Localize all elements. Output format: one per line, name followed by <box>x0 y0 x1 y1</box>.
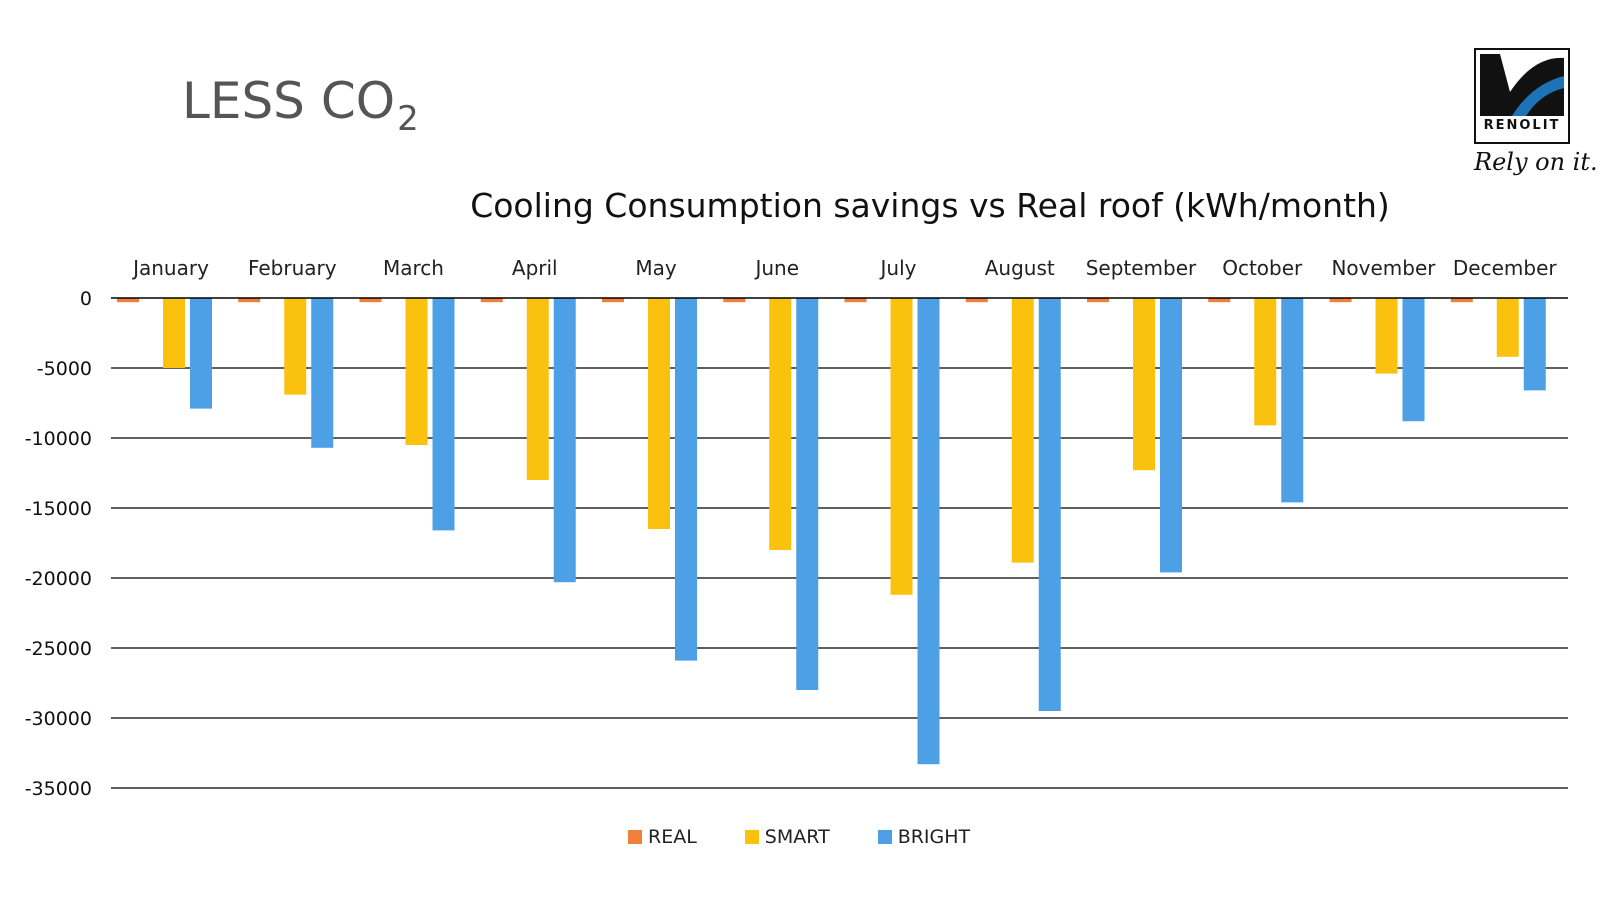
x-category-label: February <box>248 256 337 280</box>
y-tick-labels: 0 -5000 -10000 -15000 -20000 -25000 -30000 -350… <box>25 288 92 800</box>
x-category-labels: January February March April May June July Augu… <box>131 256 1557 280</box>
bar-bright <box>311 298 334 448</box>
bar-smart <box>405 298 428 445</box>
y-tick-label: -10000 <box>25 428 92 450</box>
bar-bright <box>1160 298 1182 573</box>
y-tick-label: -20000 <box>25 568 92 590</box>
bar-smart <box>526 298 549 480</box>
bar-smart <box>163 298 185 368</box>
bar-bright <box>1281 298 1304 503</box>
y-tick-label: -35000 <box>25 778 92 800</box>
bar-smart <box>1133 298 1155 471</box>
x-category-label: July <box>879 256 917 280</box>
slide-title-text: LESS CO <box>182 72 396 130</box>
bar-real <box>359 298 382 303</box>
legend-label-bright: BRIGHT <box>897 826 971 848</box>
logo-wordmark: RENOLIT <box>1483 118 1561 133</box>
bar-real <box>1329 298 1352 303</box>
slide-title-subscript: 2 <box>397 99 419 139</box>
bar-real <box>238 298 261 303</box>
bar-smart <box>1496 298 1519 357</box>
bar-bright <box>1523 298 1546 391</box>
legend-swatch-real <box>628 830 642 844</box>
legend-swatch-smart <box>744 830 759 844</box>
legend-item-real: REAL <box>628 826 697 848</box>
y-tick-label: -25000 <box>25 638 92 660</box>
y-tick-label: -5000 <box>37 358 92 380</box>
bar-bright <box>432 298 455 531</box>
x-category-label: November <box>1331 256 1436 280</box>
x-category-label: September <box>1086 256 1197 280</box>
bar-smart <box>1254 298 1277 426</box>
bar-real <box>965 298 988 303</box>
renolit-logo: RENOLIT <box>1474 48 1570 144</box>
bar-real <box>117 298 139 303</box>
y-tick-label: -30000 <box>25 708 92 730</box>
legend-label-real: REAL <box>648 826 697 848</box>
bar-bright <box>1038 298 1061 711</box>
chart-title: Cooling Consumption savings vs Real roof… <box>470 186 1390 225</box>
legend-label-smart: SMART <box>764 826 830 848</box>
legend-item-bright: BRIGHT <box>877 826 971 848</box>
bar-smart <box>284 298 307 395</box>
bar-bright <box>190 298 212 409</box>
bar-smart <box>648 298 670 529</box>
x-category-label: May <box>635 256 677 280</box>
bar-smart <box>1011 298 1034 563</box>
y-tick-label: 0 <box>80 288 92 310</box>
bar-real <box>480 298 503 303</box>
x-category-label: August <box>985 256 1055 280</box>
bar-marks <box>117 298 1546 765</box>
x-category-label: December <box>1453 256 1557 280</box>
y-tick-label: -15000 <box>25 498 92 520</box>
bar-bright <box>1402 298 1425 422</box>
x-category-label: October <box>1222 256 1303 280</box>
x-category-label: June <box>753 256 799 280</box>
x-category-label: March <box>383 256 444 280</box>
bar-real <box>1087 298 1109 303</box>
x-category-label: April <box>512 256 558 280</box>
legend-item-smart: SMART <box>744 826 830 848</box>
bar-real <box>602 298 624 303</box>
logo-mark-icon <box>1480 54 1564 116</box>
legend-swatch-bright <box>877 830 892 844</box>
bar-bright <box>917 298 940 765</box>
slide-title: LESS CO2 <box>182 72 419 139</box>
bar-bright <box>675 298 697 661</box>
bar-bright <box>553 298 576 583</box>
bar-smart <box>1375 298 1398 374</box>
grid-lines <box>111 367 1568 789</box>
bar-smart <box>769 298 792 550</box>
x-category-label: January <box>131 256 209 280</box>
bar-bright <box>796 298 819 690</box>
bar-smart <box>890 298 913 595</box>
bar-real <box>723 298 746 303</box>
bar-real <box>1450 298 1473 303</box>
bar-real <box>844 298 867 303</box>
bar-real <box>1208 298 1231 303</box>
chart-legend: REAL SMART BRIGHT <box>628 826 1018 848</box>
